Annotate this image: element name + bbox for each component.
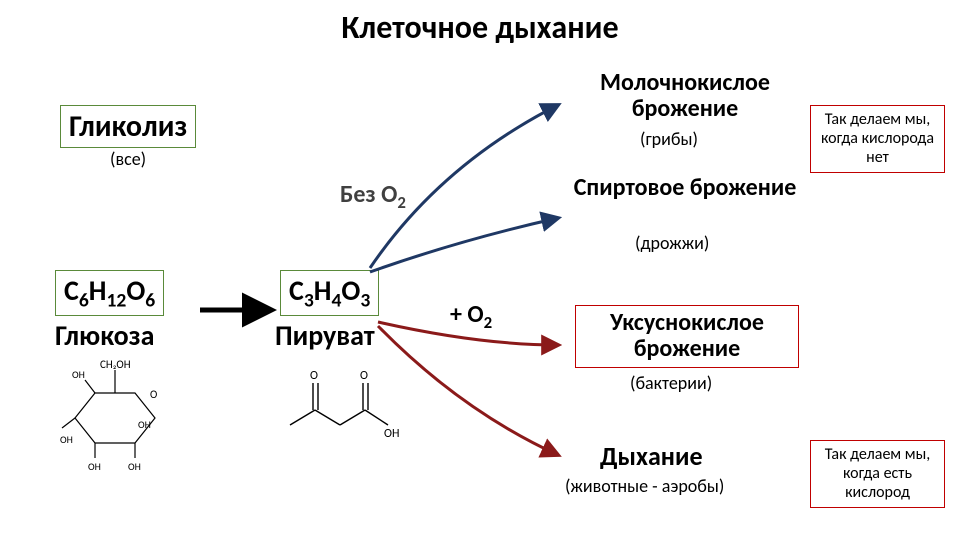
glucose-structure: CH₂OH O OH OH OH OH OH <box>60 358 180 478</box>
acetic-sub: (бактерии) <box>630 372 712 394</box>
oh4: OH <box>60 433 73 446</box>
oh3: OH <box>128 460 141 473</box>
acetic-box: Уксуснокислое брожение <box>575 305 799 368</box>
glycolysis-box: Гликолиз <box>60 105 196 148</box>
pyruvate-structure: O O OH <box>280 365 410 455</box>
glucose-formula-box: C6H12O6 <box>55 270 164 316</box>
plus-o2-label: + О2 <box>450 300 492 333</box>
lactic-title: Молочнокислое брожение <box>565 70 805 123</box>
pyruvate-formula-box: C3H4O3 <box>280 270 379 316</box>
lactic-sub: (грибы) <box>640 128 698 150</box>
glycolysis-sub: (все) <box>110 148 146 170</box>
glucose-name: Глюкоза <box>55 318 154 353</box>
pyruvate-formula: C3H4O3 <box>289 273 370 308</box>
alcohol-title: Спиртовое брожение <box>565 175 805 201</box>
arrow-alcohol <box>370 218 558 272</box>
acetic-title: Уксуснокислое брожение <box>582 310 792 363</box>
oh1: OH <box>138 418 151 431</box>
o-label: O <box>150 388 157 401</box>
respiration-sub: (животные - аэробы) <box>565 475 724 497</box>
alcohol-sub: (дрожжи) <box>635 232 709 254</box>
oh5: OH <box>72 368 85 381</box>
oh2: OH <box>88 460 101 473</box>
respiration-title: Дыхание <box>600 440 703 472</box>
note-with-oxygen: Так делаем мы, когда есть кислород <box>810 440 945 508</box>
page-title: Клеточное дыхание <box>0 8 960 47</box>
pyr-o1: O <box>310 369 318 383</box>
pyr-o2: O <box>360 369 368 383</box>
glucose-formula: C6H12O6 <box>64 273 155 308</box>
glycolysis-label: Гликолиз <box>69 108 187 145</box>
note-no-oxygen: Так делаем мы, когда кислорода нет <box>810 105 945 173</box>
no-o2-label: Без О2 <box>340 180 406 213</box>
pyruvate-name: Пируват <box>275 318 375 353</box>
ch2oh-label: CH₂OH <box>100 358 131 371</box>
pyr-oh: OH <box>384 427 399 441</box>
